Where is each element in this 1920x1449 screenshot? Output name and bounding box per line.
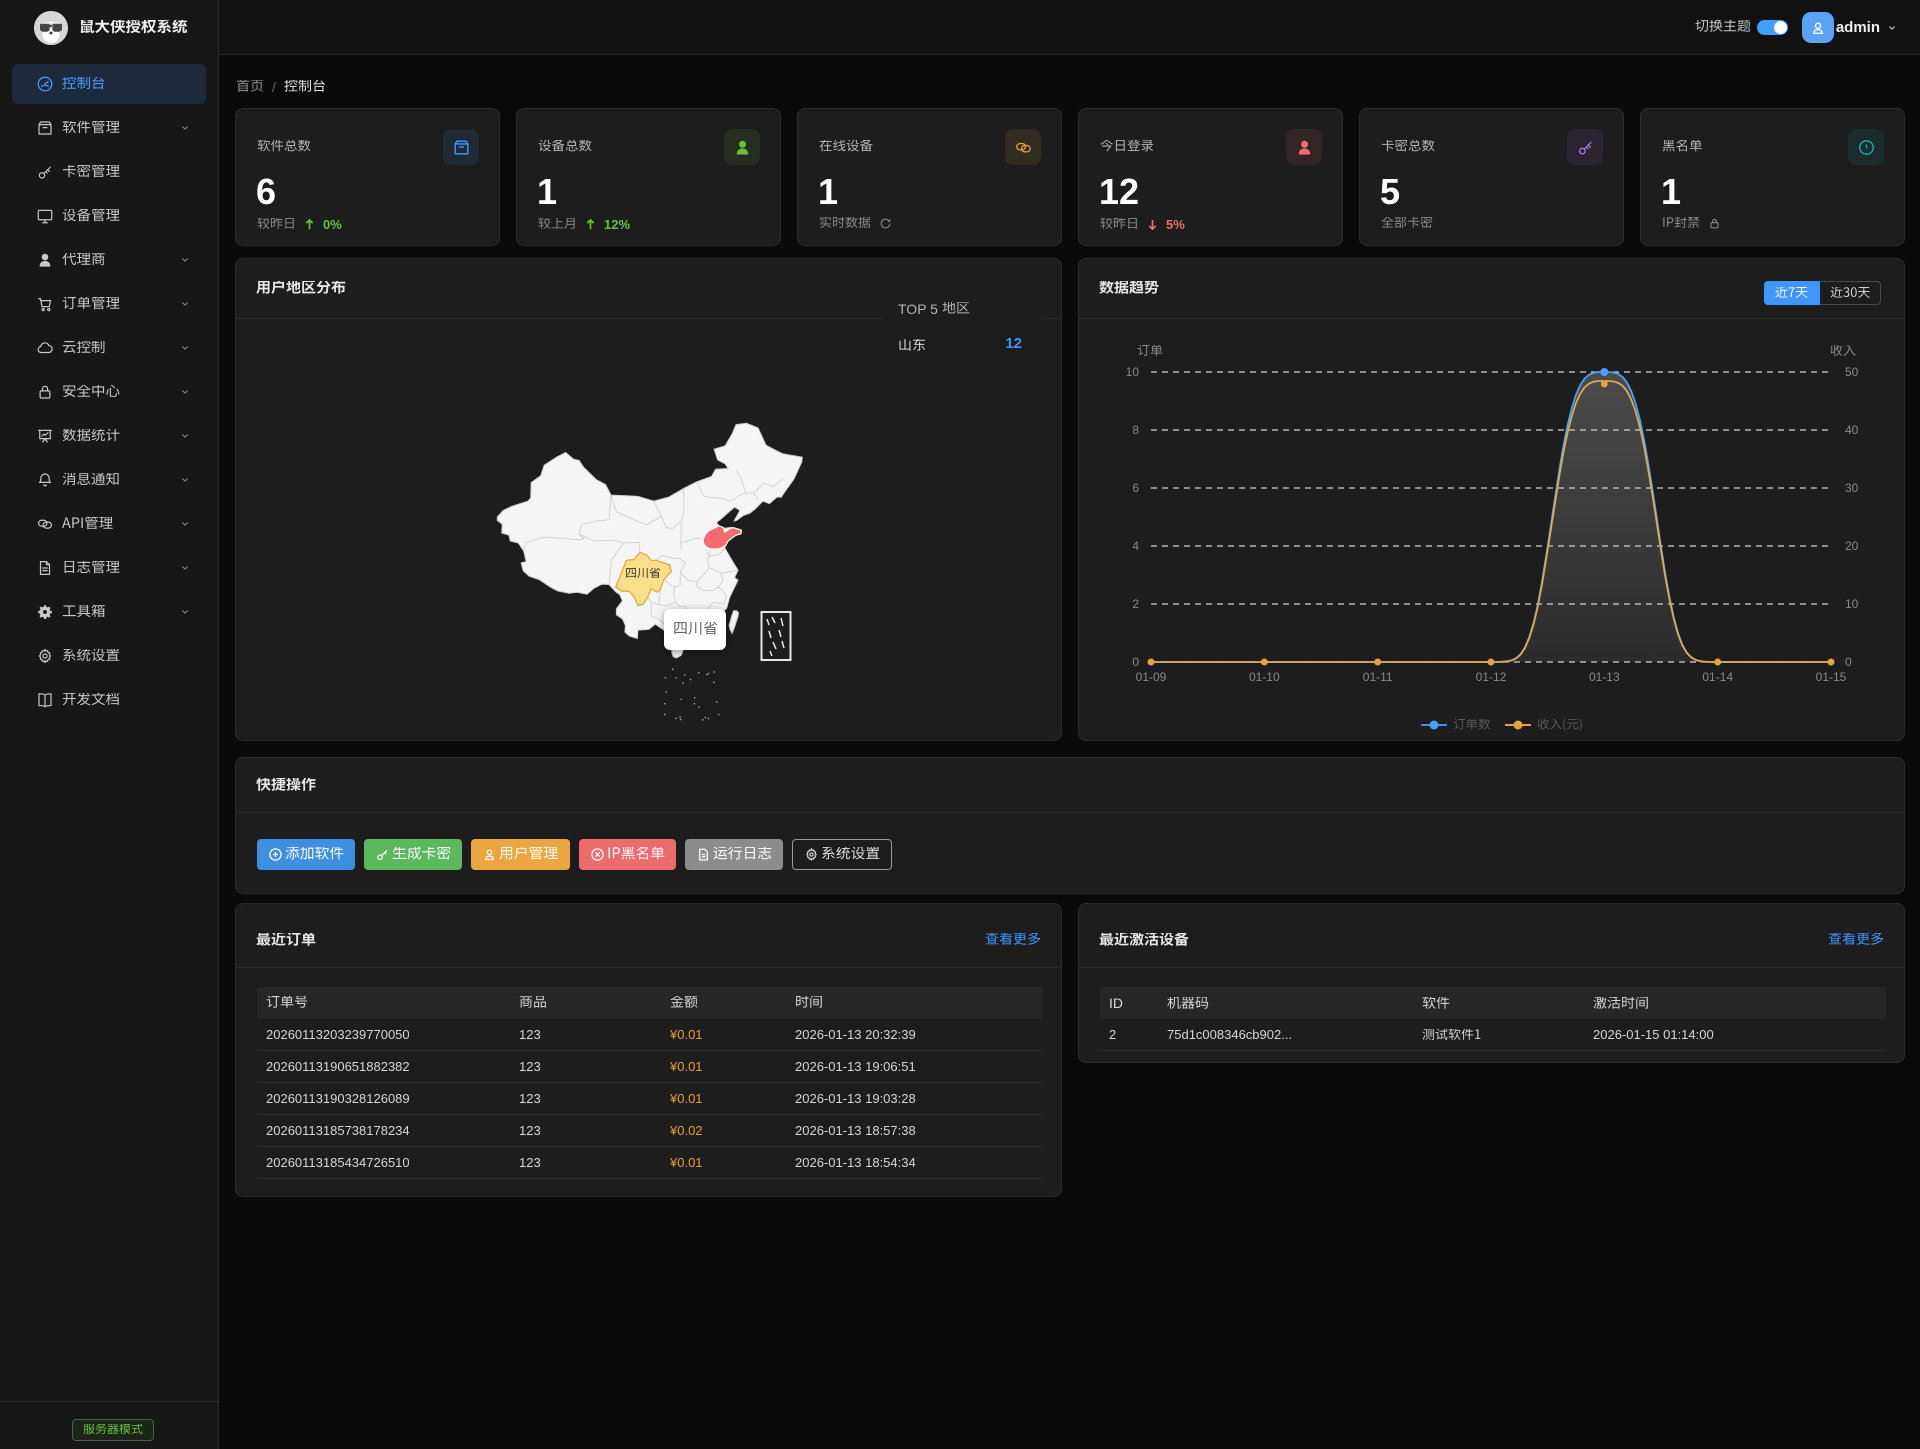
svg-text:30: 30	[1845, 481, 1859, 495]
svg-text:10: 10	[1126, 365, 1140, 379]
svg-text:01-14: 01-14	[1702, 670, 1733, 684]
svg-text:4: 4	[1132, 539, 1139, 553]
svg-text:01-12: 01-12	[1476, 670, 1507, 684]
svg-text:40: 40	[1845, 423, 1859, 437]
svg-text:01-11: 01-11	[1363, 670, 1393, 684]
svg-text:01-13: 01-13	[1589, 670, 1620, 684]
svg-text:10: 10	[1845, 597, 1859, 611]
svg-text:01-15: 01-15	[1816, 670, 1847, 684]
svg-text:50: 50	[1845, 365, 1859, 379]
svg-text:0: 0	[1132, 655, 1139, 669]
svg-text:0: 0	[1845, 655, 1852, 669]
svg-text:8: 8	[1132, 423, 1139, 437]
svg-text:20: 20	[1845, 539, 1859, 553]
svg-text:2: 2	[1132, 597, 1139, 611]
svg-text:6: 6	[1132, 481, 1139, 495]
svg-text:01-10: 01-10	[1249, 670, 1280, 684]
svg-text:01-09: 01-09	[1136, 670, 1167, 684]
